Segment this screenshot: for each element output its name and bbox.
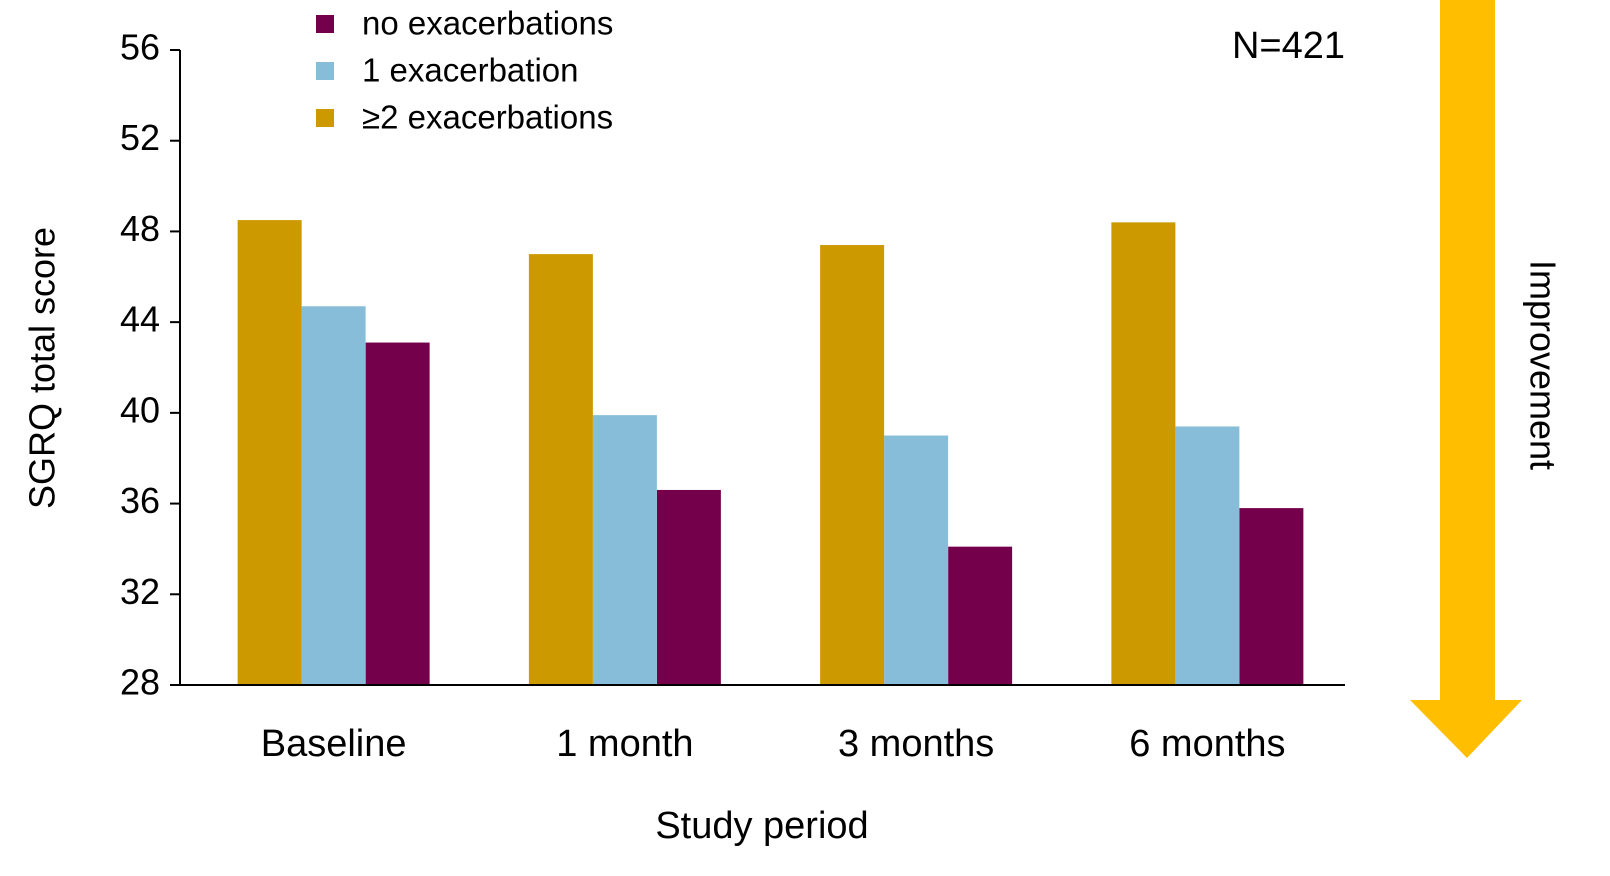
y-tick-label: 48 (120, 208, 160, 249)
bar (592, 415, 657, 685)
bar (1175, 426, 1240, 685)
legend-label: ≥2 exacerbations (362, 99, 613, 136)
x-tick-label: 1 month (556, 723, 693, 765)
y-tick-label: 52 (120, 117, 160, 158)
annotation: N=421 (1232, 25, 1345, 67)
y-tick-label: 32 (120, 571, 160, 612)
y-axis-title: SGRQ total score (22, 227, 63, 509)
y-tick-label: 40 (120, 389, 160, 430)
x-tick-label: 3 months (838, 723, 994, 765)
bar (365, 342, 430, 685)
legend-label: no exacerbations (362, 5, 613, 42)
bar (884, 435, 949, 685)
legend-label: 1 exacerbation (362, 52, 578, 89)
y-tick-label: 44 (120, 299, 160, 340)
bar (301, 306, 366, 685)
legend-swatch (316, 109, 334, 127)
improvement-arrow (1410, 0, 1522, 758)
bar (1111, 222, 1176, 685)
y-tick-label: 56 (120, 27, 160, 68)
bar (1239, 508, 1304, 685)
bar (237, 220, 302, 685)
x-axis-title: Study period (655, 805, 868, 847)
bar (820, 245, 885, 686)
x-tick-label: Baseline (261, 723, 407, 765)
x-tick-label: 6 months (1129, 723, 1285, 765)
bar (656, 489, 721, 685)
annotation: Improvement (1522, 260, 1563, 470)
y-tick-label: 36 (120, 480, 160, 521)
legend-swatch (316, 15, 334, 33)
legend-swatch (316, 62, 334, 80)
bar (528, 254, 593, 685)
y-tick-label: 28 (120, 662, 160, 703)
bar (948, 546, 1013, 685)
